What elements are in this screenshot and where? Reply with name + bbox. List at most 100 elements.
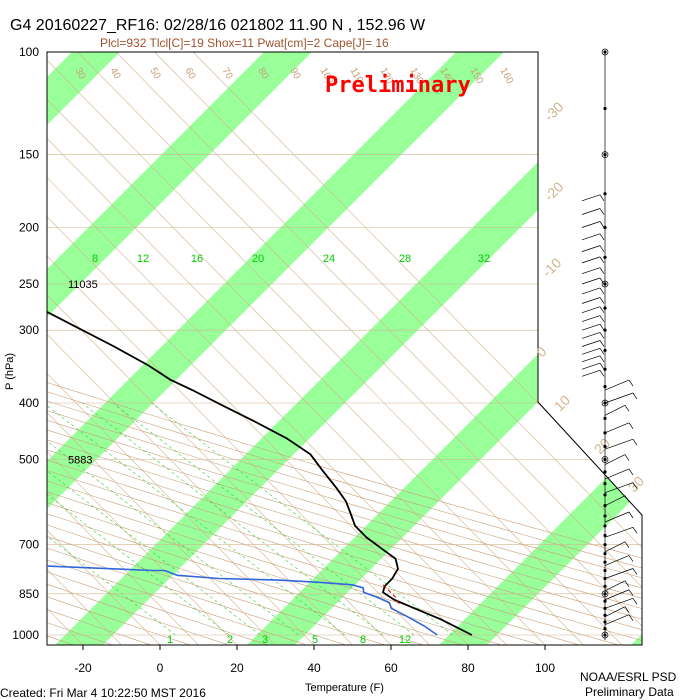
- mixing-ratio-label: 20: [252, 253, 264, 265]
- isotherm: [47, 52, 238, 645]
- dry-adiabat: [47, 52, 471, 645]
- wind-level-dot: [603, 592, 607, 596]
- wind-level-dot: [603, 633, 607, 637]
- wind-barb: [604, 589, 630, 601]
- wind-level-dot: [603, 153, 607, 157]
- calm-wind-circle: [601, 48, 609, 56]
- wind-level-dot: [603, 626, 607, 631]
- height-label: 11035: [68, 279, 98, 291]
- x-tick-label: 20: [230, 661, 244, 675]
- wind-barb-flag: [599, 208, 605, 215]
- wind-barb-flag: [599, 194, 605, 202]
- wind-barb: [581, 362, 601, 370]
- dry-adiabat: [47, 52, 393, 645]
- dry-adiabat-label: 90: [287, 66, 302, 82]
- wind-barb-flag: [628, 511, 634, 519]
- wind-barb: [581, 194, 601, 202]
- dry-adiabat: [47, 52, 642, 645]
- dry-adiabat: [47, 52, 627, 645]
- isotherm: [47, 52, 546, 645]
- wind-barb: [604, 511, 630, 523]
- y-axis-label: P (hPa): [4, 353, 16, 390]
- mixing-ratio-label: 1: [167, 634, 173, 646]
- mixing-ratio-label: 8: [92, 253, 98, 265]
- wind-barb: [581, 267, 601, 274]
- dry-adiabat: [47, 52, 642, 645]
- wind-level-dot: [603, 348, 607, 353]
- plot-frame: [46, 51, 643, 646]
- isotherm: [47, 52, 392, 645]
- wind-barb: [581, 233, 601, 241]
- wind-barb-flag: [628, 589, 634, 596]
- wind-barb: [604, 379, 630, 391]
- wind-barb: [604, 580, 626, 592]
- wind-level-dot: [603, 192, 607, 196]
- wind-barb: [581, 340, 601, 347]
- isotherm: [154, 52, 642, 645]
- mixing-ratio-label: 12: [137, 253, 149, 265]
- wind-level-dot: [603, 367, 607, 371]
- wind-barb-flag: [599, 277, 605, 285]
- wind-barb-flag: [599, 332, 605, 339]
- wind-level-dot: [603, 328, 607, 332]
- dry-adiabat-label: 50: [147, 66, 162, 82]
- wind-barb: [581, 208, 601, 215]
- dry-adiabat-label: 80: [255, 66, 270, 82]
- wind-barb-flag: [599, 256, 605, 264]
- wind-barb: [604, 606, 626, 617]
- y-tick-label: 850: [19, 587, 39, 601]
- wind-level-dot: [603, 493, 607, 497]
- wind-barb: [604, 541, 626, 553]
- wind-barb-flag: [599, 323, 605, 331]
- wind-level-dot: [603, 543, 607, 547]
- wind-barb: [581, 369, 601, 377]
- wind-barb-flag: [628, 422, 634, 430]
- wind-barb: [581, 297, 601, 304]
- wind-barb-flag: [599, 287, 605, 295]
- wind-level-dot: [603, 255, 607, 259]
- calm-wind-circle: [601, 631, 609, 639]
- wind-level-dot: [603, 584, 607, 588]
- wind-barb-flag: [599, 315, 605, 322]
- wind-level-dot: [603, 225, 607, 230]
- org-label: NOAA/ESRL PSD: [580, 670, 677, 684]
- wind-level-dot: [603, 620, 607, 624]
- mixing-ratio-label: 32: [478, 253, 490, 265]
- dewpoint-line: [47, 213, 438, 636]
- wind-barb: [604, 454, 626, 465]
- preliminary-data-label: Preliminary Data: [585, 685, 674, 699]
- mixing-ratio-label: 2: [227, 634, 233, 646]
- dry-adiabat: [47, 52, 642, 645]
- wind-level-dot: [603, 385, 607, 389]
- y-tick-label: 150: [19, 148, 39, 162]
- isotherm-label: 20: [591, 435, 613, 457]
- wind-level-dot: [603, 444, 607, 449]
- dry-adiabat-label: 160: [497, 66, 515, 86]
- dry-adiabat: [0, 52, 41, 647]
- wind-level-dot: [603, 514, 607, 518]
- dry-adiabat-label: 60: [182, 66, 197, 82]
- isotherm: [47, 52, 584, 645]
- isotherm: [47, 52, 161, 645]
- wind-barb-flag: [628, 379, 634, 387]
- calm-wind-circle: [601, 456, 609, 463]
- wind-barb: [604, 438, 634, 450]
- y-tick-label: 200: [19, 221, 39, 235]
- mixing-ratio-label: 3: [262, 634, 268, 646]
- y-tick-label: 100: [19, 45, 39, 59]
- parcel-line: [382, 584, 401, 606]
- wind-barb: [604, 527, 634, 538]
- y-tick-label: 500: [19, 452, 39, 466]
- wind-barb-flag: [599, 340, 605, 347]
- wind-level-dot: [603, 50, 607, 54]
- created-timestamp: Created: Fri Mar 4 10:22:50 MST 2016: [0, 686, 206, 700]
- wind-level-dot: [603, 416, 607, 420]
- dry-adiabat: [47, 52, 315, 645]
- x-tick-label: -20: [74, 661, 92, 675]
- isotherm: [0, 52, 6, 645]
- wind-barb: [604, 482, 634, 494]
- wind-barb: [604, 392, 634, 404]
- wind-level-dot: [603, 560, 607, 564]
- x-tick-label: 60: [384, 661, 398, 675]
- y-tick-label: 700: [19, 538, 39, 552]
